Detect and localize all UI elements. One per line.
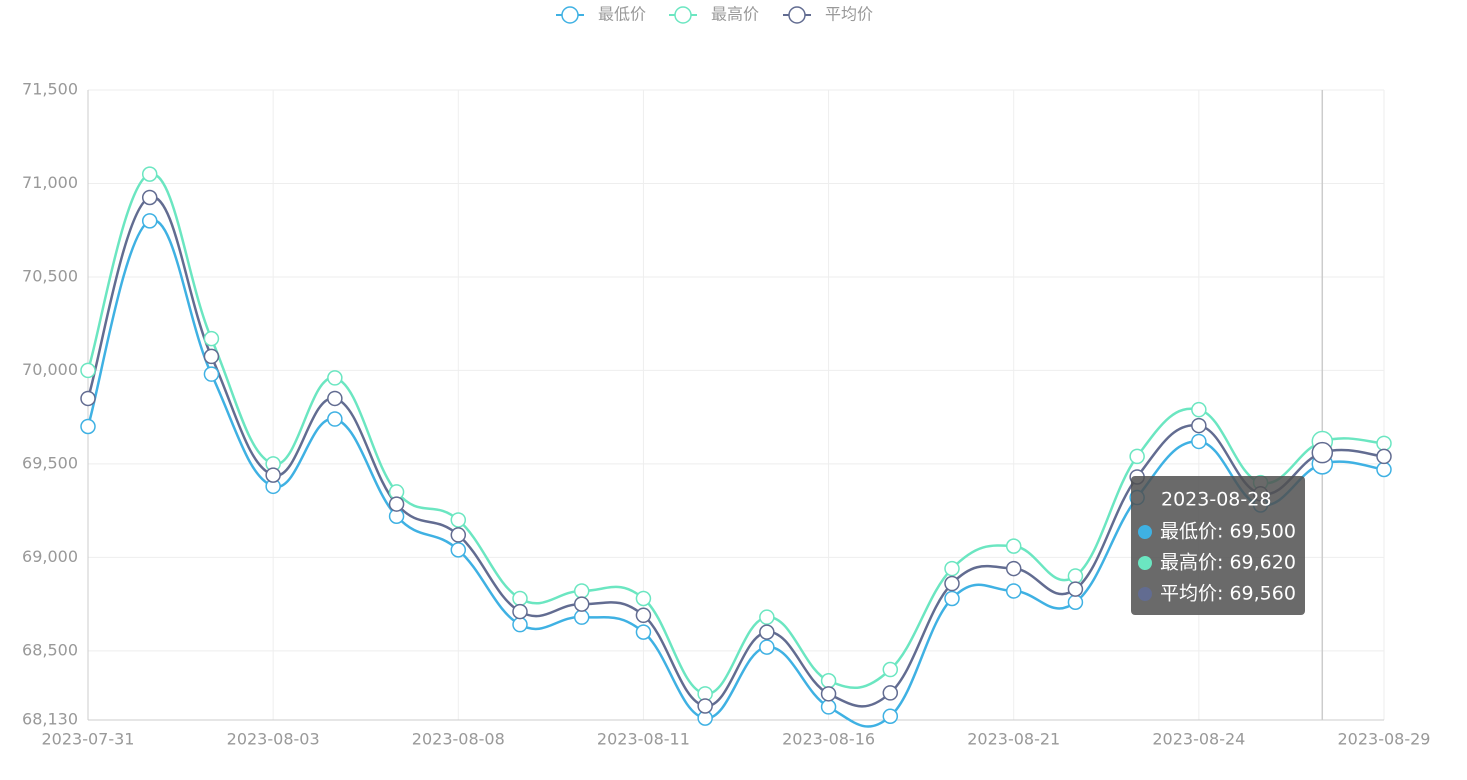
data-point: [1067, 568, 1084, 584]
tooltip-row: 最高价: 69,620: [1160, 552, 1296, 574]
tooltip-dot: [1138, 587, 1152, 601]
data-point: [820, 672, 837, 689]
data-point: [388, 496, 405, 512]
data-point: [944, 590, 960, 607]
data-point: [1067, 594, 1084, 610]
y-tick-label: 71,000: [22, 173, 78, 192]
y-tick-label: 68,500: [22, 640, 78, 659]
y-tick-label: 68,130: [22, 710, 78, 729]
tooltip-title: 2023-08-28: [1161, 489, 1271, 511]
data-point: [1191, 401, 1207, 418]
x-tick-label: 2023-08-03: [227, 730, 320, 749]
data-point: [80, 418, 96, 435]
data-point: [1067, 581, 1084, 597]
data-point: [1129, 448, 1145, 465]
tooltip-row: 最低价: 69,500: [1160, 521, 1296, 543]
data-point: [327, 411, 343, 427]
data-point: [512, 590, 528, 607]
data-point: [1005, 560, 1022, 577]
data-point: [1005, 538, 1022, 554]
data-point: [327, 390, 343, 407]
series-line: [86, 172, 1385, 696]
series-line: [86, 196, 1385, 708]
data-point: [1376, 435, 1392, 452]
data-point: [944, 575, 960, 592]
data-point: [944, 560, 960, 577]
x-tick-label: 2023-08-24: [1152, 730, 1245, 749]
y-tick-label: 69,500: [22, 453, 78, 472]
data-point: [203, 348, 220, 365]
tooltip-dot: [1138, 525, 1152, 539]
x-tick-label: 2023-08-08: [412, 730, 505, 749]
data-point: [635, 607, 652, 624]
data-point: [141, 189, 158, 206]
data-point: [512, 616, 528, 633]
legend-symbol: [788, 6, 806, 24]
data-point: [882, 685, 899, 701]
data-point: [80, 390, 96, 407]
legend-label: 平均价: [825, 5, 873, 24]
data-point: [141, 166, 158, 182]
y-tick-label: 69,000: [22, 547, 78, 566]
data-point: [573, 596, 590, 612]
data-point: [635, 590, 652, 607]
data-point: [759, 624, 775, 640]
x-tick-label: 2023-08-29: [1338, 730, 1431, 749]
data-point: [203, 330, 220, 347]
data-point: [635, 624, 652, 640]
data-point: [1191, 433, 1207, 450]
data-point: [1311, 441, 1334, 464]
x-tick-label: 2023-08-16: [782, 730, 875, 749]
data-point: [80, 362, 96, 379]
data-point: [265, 467, 281, 483]
data-point: [573, 609, 590, 625]
data-point: [882, 661, 899, 678]
data-point: [327, 370, 343, 386]
data-point: [882, 708, 899, 725]
data-point: [1376, 461, 1392, 478]
tooltip: 2023-08-28 最低价: 69,500 最高价: 69,620 平均价: 69,…: [1131, 476, 1305, 615]
data-point: [141, 213, 158, 229]
legend-label: 最低价: [598, 5, 646, 24]
y-tick-label: 70,000: [22, 360, 78, 379]
legend-label: 最高价: [711, 5, 759, 24]
tooltip-dot: [1138, 556, 1152, 570]
data-point: [1191, 417, 1207, 434]
x-tick-label: 2023-08-21: [967, 730, 1060, 749]
data-point: [697, 698, 713, 714]
tooltip-box: [1131, 476, 1305, 615]
y-tick-label: 70,500: [22, 266, 78, 285]
data-point: [820, 686, 837, 702]
data-point: [1005, 583, 1022, 599]
legend-symbol: [561, 6, 579, 24]
y-tick-label: 71,500: [22, 80, 78, 99]
data-point: [1376, 448, 1392, 465]
data-point: [759, 639, 775, 655]
data-point: [203, 366, 220, 382]
data-point: [820, 699, 837, 715]
data-point: [759, 609, 775, 625]
x-tick-label: 2023-08-11: [597, 730, 690, 749]
data-point: [512, 603, 528, 620]
data-point: [450, 527, 467, 543]
data-point: [573, 583, 590, 599]
legend-symbol: [674, 6, 692, 24]
tooltip-row: 平均价: 69,560: [1160, 583, 1296, 605]
data-point: [450, 542, 467, 558]
x-tick-label: 2023-07-31: [42, 730, 135, 749]
data-point: [450, 512, 467, 528]
